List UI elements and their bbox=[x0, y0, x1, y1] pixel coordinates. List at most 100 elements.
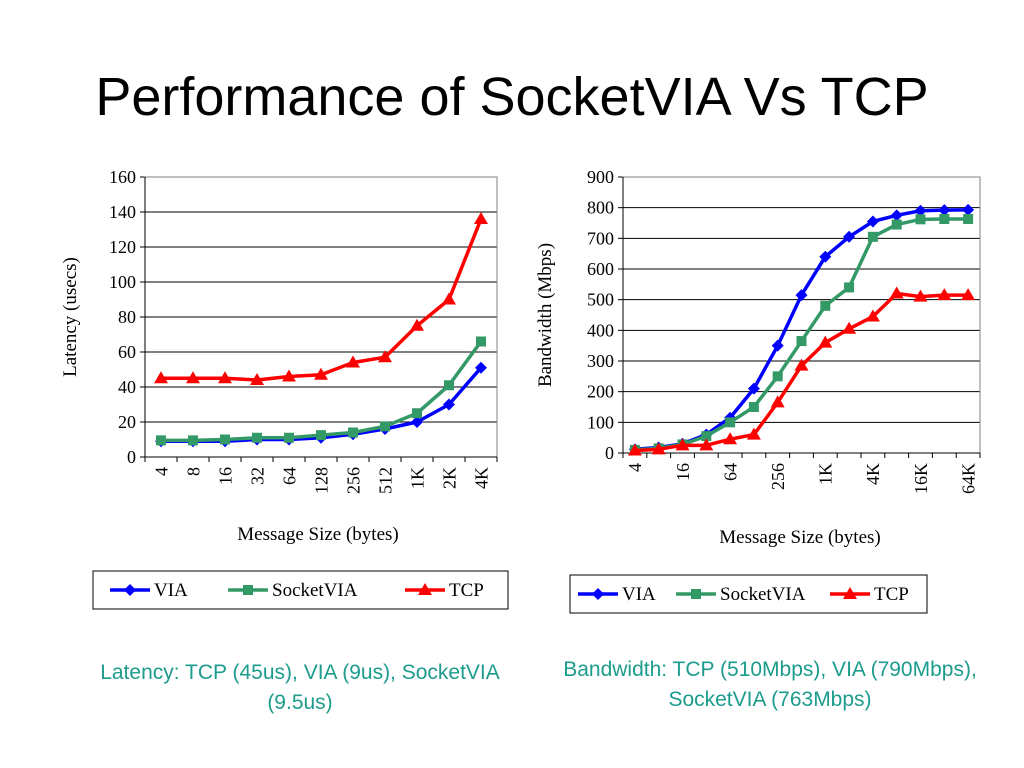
x-tick-label: 256 bbox=[343, 467, 363, 494]
tcp-point bbox=[250, 373, 264, 385]
legend-label: TCP bbox=[874, 584, 909, 605]
socketvia-point bbox=[348, 427, 358, 438]
x-tick-label: 4 bbox=[625, 463, 645, 472]
via-point bbox=[843, 230, 856, 243]
socketvia-point bbox=[796, 336, 807, 347]
via-point bbox=[475, 361, 487, 374]
gridlines bbox=[140, 176, 497, 458]
tcp-point bbox=[378, 350, 392, 363]
socketvia-point bbox=[284, 432, 294, 443]
series-socketvia bbox=[629, 214, 974, 455]
socketvia-point bbox=[867, 231, 878, 242]
x-axis-label: Message Size (bytes) bbox=[719, 527, 880, 548]
series-via bbox=[628, 203, 975, 456]
tcp-point bbox=[314, 367, 328, 380]
y-tick-label: 40 bbox=[118, 377, 136, 397]
x-tick-label: 128 bbox=[311, 467, 331, 494]
tcp-point bbox=[723, 432, 738, 445]
via-line bbox=[634, 208, 969, 452]
x-tick-label: 16 bbox=[673, 463, 693, 481]
legend-label: VIA bbox=[622, 584, 656, 605]
socketvia-line bbox=[634, 217, 969, 452]
socketvia-point bbox=[156, 435, 166, 446]
y-axis-label: Latency (usecs) bbox=[60, 257, 81, 377]
socketvia-point bbox=[380, 421, 390, 432]
socketvia-point bbox=[220, 434, 230, 445]
y-tick-label: 900 bbox=[587, 167, 614, 187]
x-tick-label: 64K bbox=[958, 463, 978, 494]
tcp-point bbox=[651, 442, 666, 455]
tcp-point bbox=[627, 443, 642, 456]
legend-label: SocketVIA bbox=[720, 584, 806, 605]
socketvia-point bbox=[412, 408, 422, 419]
legend: VIA SocketVIA TCP bbox=[569, 574, 928, 614]
slide-title: Performance of SocketVIA Vs TCP bbox=[95, 67, 929, 127]
tcp-point bbox=[218, 371, 232, 384]
socketvia-point bbox=[188, 435, 198, 446]
latency-caption: Latency: TCP (45us), VIA (9us), SocketVI… bbox=[100, 661, 500, 714]
tcp-point bbox=[442, 292, 456, 305]
socketvia-point bbox=[963, 214, 974, 225]
socketvia-point bbox=[891, 219, 902, 230]
via-point bbox=[819, 250, 832, 263]
tcp-point bbox=[913, 289, 928, 302]
legend-label: TCP bbox=[449, 580, 484, 601]
series-tcp bbox=[627, 286, 976, 456]
x-tick-label: 2K bbox=[439, 467, 459, 489]
via-point bbox=[795, 289, 808, 302]
socketvia-point bbox=[939, 214, 950, 225]
y-tick-label: 0 bbox=[605, 443, 614, 463]
tcp-point bbox=[675, 438, 690, 451]
x-tick-label: 32 bbox=[247, 467, 267, 485]
y-tick-label: 80 bbox=[118, 307, 136, 327]
tcp-point bbox=[937, 288, 952, 301]
y-axis-label: Bandwidth (Mbps) bbox=[535, 243, 556, 387]
tcp-point bbox=[699, 438, 714, 451]
via-point bbox=[747, 382, 760, 395]
y-tick-label: 100 bbox=[587, 412, 614, 432]
legend-label: VIA bbox=[154, 580, 188, 601]
legend-label: SocketVIA bbox=[272, 580, 358, 601]
y-tick-label: 140 bbox=[109, 202, 136, 222]
via-point bbox=[914, 204, 927, 217]
legend-triangle-icon bbox=[418, 583, 432, 595]
y-tick-label: 20 bbox=[118, 412, 136, 432]
tcp-point bbox=[818, 335, 833, 348]
socketvia-point bbox=[820, 300, 831, 311]
socketvia-point bbox=[476, 336, 486, 347]
y-tick-label: 400 bbox=[587, 320, 614, 340]
bandwidth-chart: 0 100 200 300 400 500 600 700 800 900 4 16 64 256 1K 4K… bbox=[535, 167, 981, 614]
y-tick-label: 60 bbox=[118, 342, 136, 362]
tcp-point bbox=[410, 318, 424, 331]
y-tick-label: 700 bbox=[587, 228, 614, 248]
via-point bbox=[866, 215, 879, 228]
socketvia-point bbox=[701, 431, 712, 442]
x-axis-label: Message Size (bytes) bbox=[237, 524, 398, 545]
x-tick-label: 16 bbox=[215, 467, 235, 485]
x-tick-label: 64 bbox=[720, 463, 740, 481]
tcp-point bbox=[746, 427, 761, 440]
via-point bbox=[443, 398, 455, 411]
legend-diamond-icon bbox=[592, 588, 604, 600]
via-point bbox=[890, 209, 903, 222]
via-point bbox=[771, 339, 784, 352]
x-tick-label: 4K bbox=[471, 467, 491, 489]
x-tick-label: 4 bbox=[151, 467, 171, 476]
socketvia-point bbox=[316, 430, 326, 441]
via-point bbox=[938, 204, 951, 217]
x-tick-label: 64 bbox=[279, 467, 299, 485]
tcp-point bbox=[961, 288, 976, 301]
legend-square-icon bbox=[691, 589, 701, 599]
legend: VIA SocketVIA TCP bbox=[92, 570, 509, 610]
via-point bbox=[962, 203, 975, 216]
series-socketvia bbox=[156, 336, 486, 446]
socketvia-point bbox=[915, 214, 926, 225]
tcp-point bbox=[865, 309, 880, 322]
legend-square-icon bbox=[243, 585, 253, 595]
tcp-line bbox=[634, 291, 969, 453]
legend-triangle-icon bbox=[843, 587, 857, 599]
x-tick-label: 4K bbox=[863, 463, 883, 485]
tcp-point bbox=[794, 358, 809, 371]
latency-chart: 0 20 40 60 80 100 120 140 160 4 8 16 32 64 128 256 512 1K… bbox=[60, 167, 509, 610]
tcp-point bbox=[346, 355, 360, 368]
